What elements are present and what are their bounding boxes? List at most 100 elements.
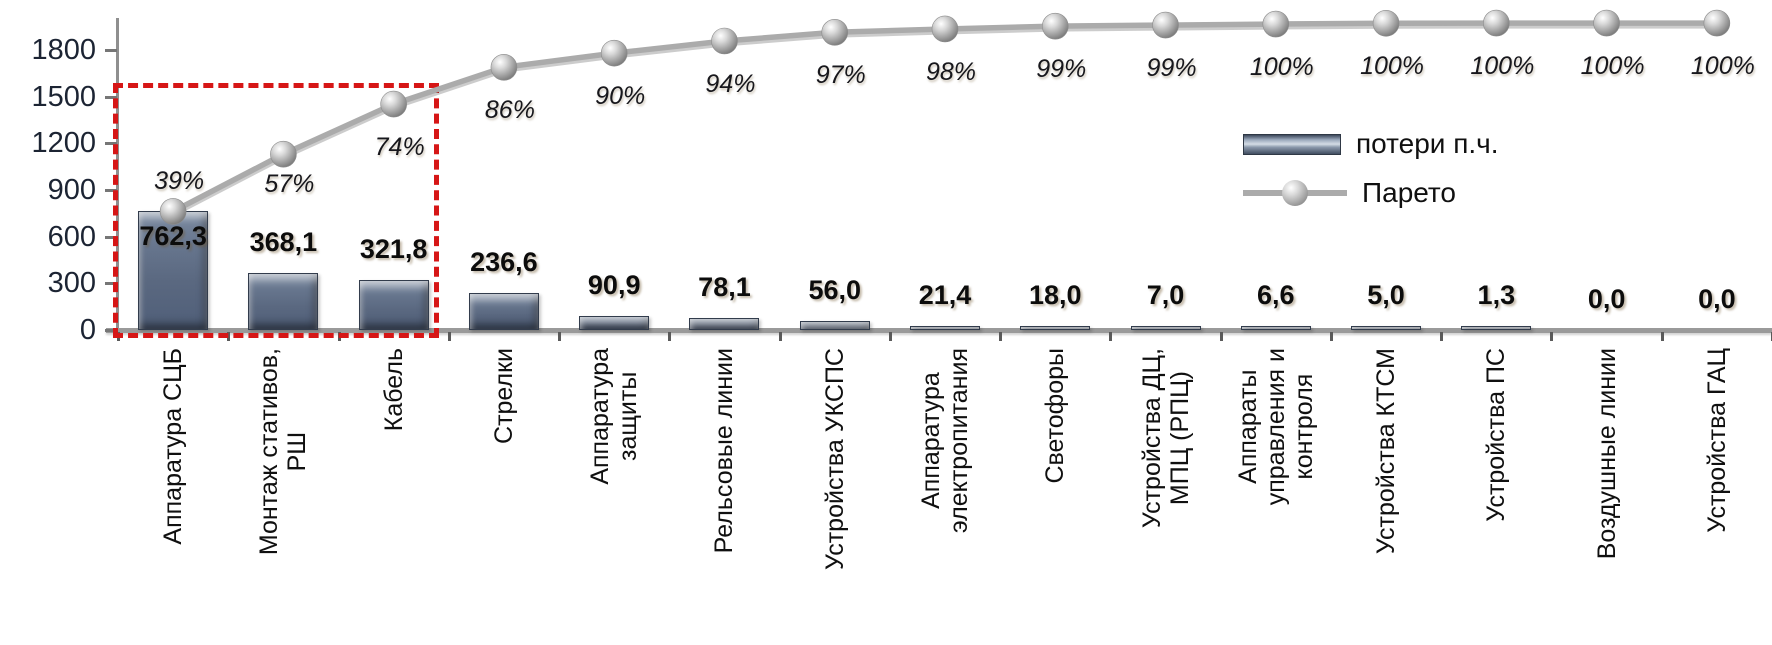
category-label-text: Монтаж стативов, РШ xyxy=(255,348,312,556)
pareto-marker xyxy=(1152,11,1179,39)
y-axis-tick-label: 1200 xyxy=(31,127,96,160)
category-label-14: Устройства ГАЦ xyxy=(1662,340,1772,640)
bar-10 xyxy=(1240,326,1311,330)
x-axis-tick xyxy=(1661,332,1664,341)
category-label-12: Устройства ПС xyxy=(1441,340,1551,640)
bar-2 xyxy=(358,280,429,330)
bar-value-label: 21,4 xyxy=(918,280,972,310)
cumulative-percent-label: 57% xyxy=(264,170,315,199)
legend-line-swatch-icon xyxy=(1243,180,1347,206)
highlight-box xyxy=(113,83,439,338)
cumulative-percent-label: 94% xyxy=(705,70,756,98)
bar-12 xyxy=(1461,326,1532,330)
y-axis-tick xyxy=(105,95,117,99)
bar-value-label: 6,6 xyxy=(1257,280,1295,310)
pareto-marker xyxy=(1703,9,1731,37)
pareto-marker xyxy=(1041,12,1069,40)
category-label-text: Устройства УКСПС xyxy=(820,348,849,570)
x-axis-tick xyxy=(1330,332,1333,341)
bar-value-label: 56,0 xyxy=(808,275,861,305)
bar-value-label: 90,9 xyxy=(587,270,641,300)
pareto-marker xyxy=(931,15,959,43)
y-axis-tick-label: 300 xyxy=(47,267,96,300)
legend-item-bars: потери п.ч. xyxy=(1243,128,1499,160)
category-label-text: Кабель xyxy=(379,348,408,432)
category-label-text: Рельсовые линии xyxy=(710,348,739,554)
cumulative-percent-label: 99% xyxy=(1146,54,1197,83)
category-label-9: Устройства ДЦ, МПЦ (РПЦ) xyxy=(1111,340,1221,640)
legend-label-line: Парето xyxy=(1362,177,1456,208)
category-label-text: Устройства ГАЦ xyxy=(1702,348,1731,533)
category-label-4: Аппаратура защиты xyxy=(559,340,669,640)
bar-value-label: 78,1 xyxy=(698,272,751,302)
category-label-text: Стрелки xyxy=(489,348,518,444)
x-axis-tick xyxy=(1220,332,1223,341)
bar-value-label: 762,3 xyxy=(139,221,207,251)
category-label-8: Светофоры xyxy=(1000,340,1110,640)
pareto-marker xyxy=(490,53,518,81)
cumulative-percent-label: 90% xyxy=(595,82,646,111)
legend-bar-swatch-icon xyxy=(1243,133,1341,155)
bar-9 xyxy=(1130,326,1201,330)
y-axis-tick-label: 900 xyxy=(47,174,96,206)
pareto-marker xyxy=(1262,10,1290,38)
x-axis-tick xyxy=(448,332,451,341)
bar-3 xyxy=(468,293,539,330)
cumulative-percent-label: 86% xyxy=(484,96,535,125)
category-label-6: Устройства УКСПС xyxy=(780,340,890,640)
bar-value-label: 18,0 xyxy=(1028,280,1082,310)
y-axis-tick xyxy=(105,282,117,286)
bar-value-label: 7,0 xyxy=(1146,280,1185,310)
category-label-text: Аппаратура СЦБ xyxy=(159,348,188,545)
x-axis-tick xyxy=(558,332,561,341)
x-axis-tick xyxy=(779,332,782,341)
bar-value-label: 0,0 xyxy=(1698,284,1736,314)
category-label-text: Воздушные линии xyxy=(1592,348,1621,560)
y-axis-tick xyxy=(105,49,117,52)
y-axis-tick-label: 600 xyxy=(47,220,96,253)
x-axis-tick xyxy=(889,332,892,341)
category-label-2: Кабель xyxy=(339,340,449,640)
pareto-marker xyxy=(711,27,738,55)
x-axis-tick xyxy=(668,332,671,341)
cumulative-percent-label: 100% xyxy=(1690,52,1755,81)
bar-value-label: 236,6 xyxy=(470,247,538,277)
y-axis-tick-label: 1800 xyxy=(31,34,96,66)
cumulative-percent-label: 39% xyxy=(154,167,205,196)
bar-value-label: 321,8 xyxy=(359,234,428,264)
pareto-marker xyxy=(821,18,849,46)
category-label-text: Светофоры xyxy=(1041,348,1070,484)
x-axis-line xyxy=(106,328,1772,333)
bar-8 xyxy=(1020,326,1091,330)
category-label-11: Устройства КТСМ xyxy=(1331,340,1441,640)
category-label-text: Аппаратура электропитания xyxy=(917,348,973,534)
legend: потери п.ч. Парето xyxy=(1243,128,1499,209)
cumulative-percent-label: 100% xyxy=(1580,52,1645,81)
y-axis-tick xyxy=(105,235,117,239)
legend-label-bars: потери п.ч. xyxy=(1356,128,1499,159)
x-axis-tick xyxy=(1550,332,1553,341)
pareto-marker xyxy=(600,39,628,67)
category-label-text: Устройства ПС xyxy=(1482,348,1511,522)
category-label-text: Устройства КТСМ xyxy=(1372,348,1401,555)
bar-0 xyxy=(138,211,209,330)
legend-item-line: Парето xyxy=(1243,177,1499,209)
y-axis-tick xyxy=(105,329,117,332)
bar-5 xyxy=(689,318,760,330)
pareto-marker xyxy=(1593,9,1620,37)
category-label-13: Воздушные линии xyxy=(1552,340,1662,640)
pareto-marker xyxy=(1372,9,1400,37)
cumulative-percent-label: 100% xyxy=(1470,52,1535,81)
cumulative-percent-label: 97% xyxy=(815,61,866,90)
bar-11 xyxy=(1351,326,1422,330)
y-axis-tick-label: 0 xyxy=(79,314,96,346)
bar-1 xyxy=(248,273,319,330)
category-label-text: Аппараты управления и контроля xyxy=(1233,348,1318,506)
bar-value-label: 1,3 xyxy=(1477,280,1516,310)
cumulative-percent-label: 98% xyxy=(925,57,977,86)
category-label-text: Аппаратура защиты xyxy=(586,348,643,485)
bar-value-label: 0,0 xyxy=(1587,284,1626,314)
category-label-text: Устройства ДЦ, МПЦ (РПЦ) xyxy=(1137,348,1194,529)
category-label-0: Аппаратура СЦБ xyxy=(118,340,228,640)
